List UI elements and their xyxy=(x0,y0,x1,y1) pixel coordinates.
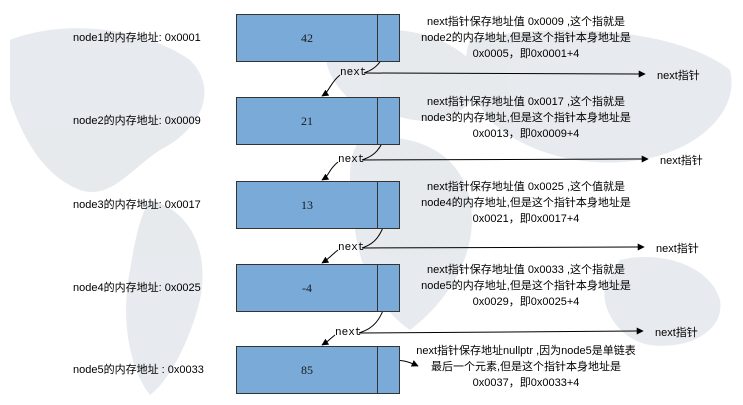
description-line: 最后一个元素,但是这个指针本身地址是 xyxy=(430,361,622,373)
description-line: next指针保存地址值 0x0033 ,这个指就是 xyxy=(426,264,626,276)
next-link-arrow xyxy=(321,249,339,264)
node-description: next指针保存地址值 0x0025 ,这个值就是 node4的内存地址,但是这个… xyxy=(408,179,644,227)
node-value: 13 xyxy=(301,198,313,212)
node-address-label: node3的内存地址: 0x0017 xyxy=(73,199,201,211)
description-line: next指针保存地址nullptr ,因为node5是单链表 xyxy=(416,345,636,357)
description-line: 0x0029，即0x0025+4 xyxy=(472,296,580,308)
node-address-label: node4的内存地址: 0x0025 xyxy=(73,282,201,294)
next-pointer-cell xyxy=(377,182,399,228)
list-node-1: 42 xyxy=(236,14,400,62)
description-line: next指针保存地址值 0x0009 ,这个指就是 xyxy=(426,16,626,28)
next-pointer-arrow xyxy=(358,327,644,335)
description-line: 0x0037，即0x0033+4 xyxy=(472,377,580,389)
node-value: 85 xyxy=(301,363,313,377)
next-link-arrow xyxy=(321,334,336,346)
list-node-5: 85 xyxy=(236,346,400,394)
next-pointer-label: next指针 xyxy=(656,243,699,255)
description-line: 0x0013，即0x0009+4 xyxy=(472,128,580,140)
node-address-label: node1的内存地址: 0x0001 xyxy=(73,32,201,44)
node-value: -4 xyxy=(302,281,312,295)
next-label: next xyxy=(338,154,365,166)
description-line: next指针保存地址值 0x0017 ,这个指就是 xyxy=(426,96,626,108)
next-pointer-cell xyxy=(377,347,399,393)
node-value: 42 xyxy=(301,31,313,45)
node-description: next指针保存地址值 0x0017 ,这个指就是 node3的内存地址,但是这个… xyxy=(408,94,644,142)
next-pointer-label: next指针 xyxy=(660,155,703,167)
list-node-2: 21 xyxy=(236,97,400,145)
node-description: next指针保存地址值 0x0033 ,这个指就是 node5的内存地址,但是这个… xyxy=(408,262,644,310)
next-pointer-arrow xyxy=(363,70,646,78)
next-link-arrow xyxy=(321,161,339,181)
description-line: node5的内存地址,但是这个指针本身地址是 xyxy=(421,280,631,292)
description-line: next指针保存地址值 0x0025 ,这个值就是 xyxy=(426,181,626,193)
next-label: next xyxy=(335,327,362,339)
next-pointer-cell xyxy=(377,98,399,144)
next-pointer-cell xyxy=(377,265,399,311)
node-address-label: node5的内存地址 : 0x0033 xyxy=(73,364,204,376)
list-node-4: -4 xyxy=(236,264,400,312)
description-line: 0x0005，即0x0001+4 xyxy=(472,48,580,60)
next-pointer-cell xyxy=(377,15,399,61)
node-description: next指针保存地址nullptr ,因为node5是单链表 最后一个元素,但是这… xyxy=(408,343,644,391)
next-pointer-label: next指针 xyxy=(655,327,698,339)
node-address-label: node2的内存地址: 0x0009 xyxy=(73,115,201,127)
description-line: node4的内存地址,但是这个指针本身地址是 xyxy=(421,197,631,209)
next-link-arrow xyxy=(321,74,341,97)
next-pointer-arrow xyxy=(361,243,645,251)
next-pointer-arrow xyxy=(361,155,649,163)
description-line: node2的内存地址,但是这个指针本身地址是 xyxy=(421,32,631,44)
description-line: node3的内存地址,但是这个指针本身地址是 xyxy=(421,112,631,124)
next-label: next xyxy=(338,242,365,254)
next-label: next xyxy=(340,67,367,79)
next-pointer-label: next指针 xyxy=(657,70,700,82)
node-value: 21 xyxy=(301,114,313,128)
list-node-3: 13 xyxy=(236,181,400,229)
description-line: 0x0021，即0x0017+4 xyxy=(472,213,580,225)
node-description: next指针保存地址值 0x0009 ,这个指就是 node2的内存地址,但是这个… xyxy=(408,14,644,62)
